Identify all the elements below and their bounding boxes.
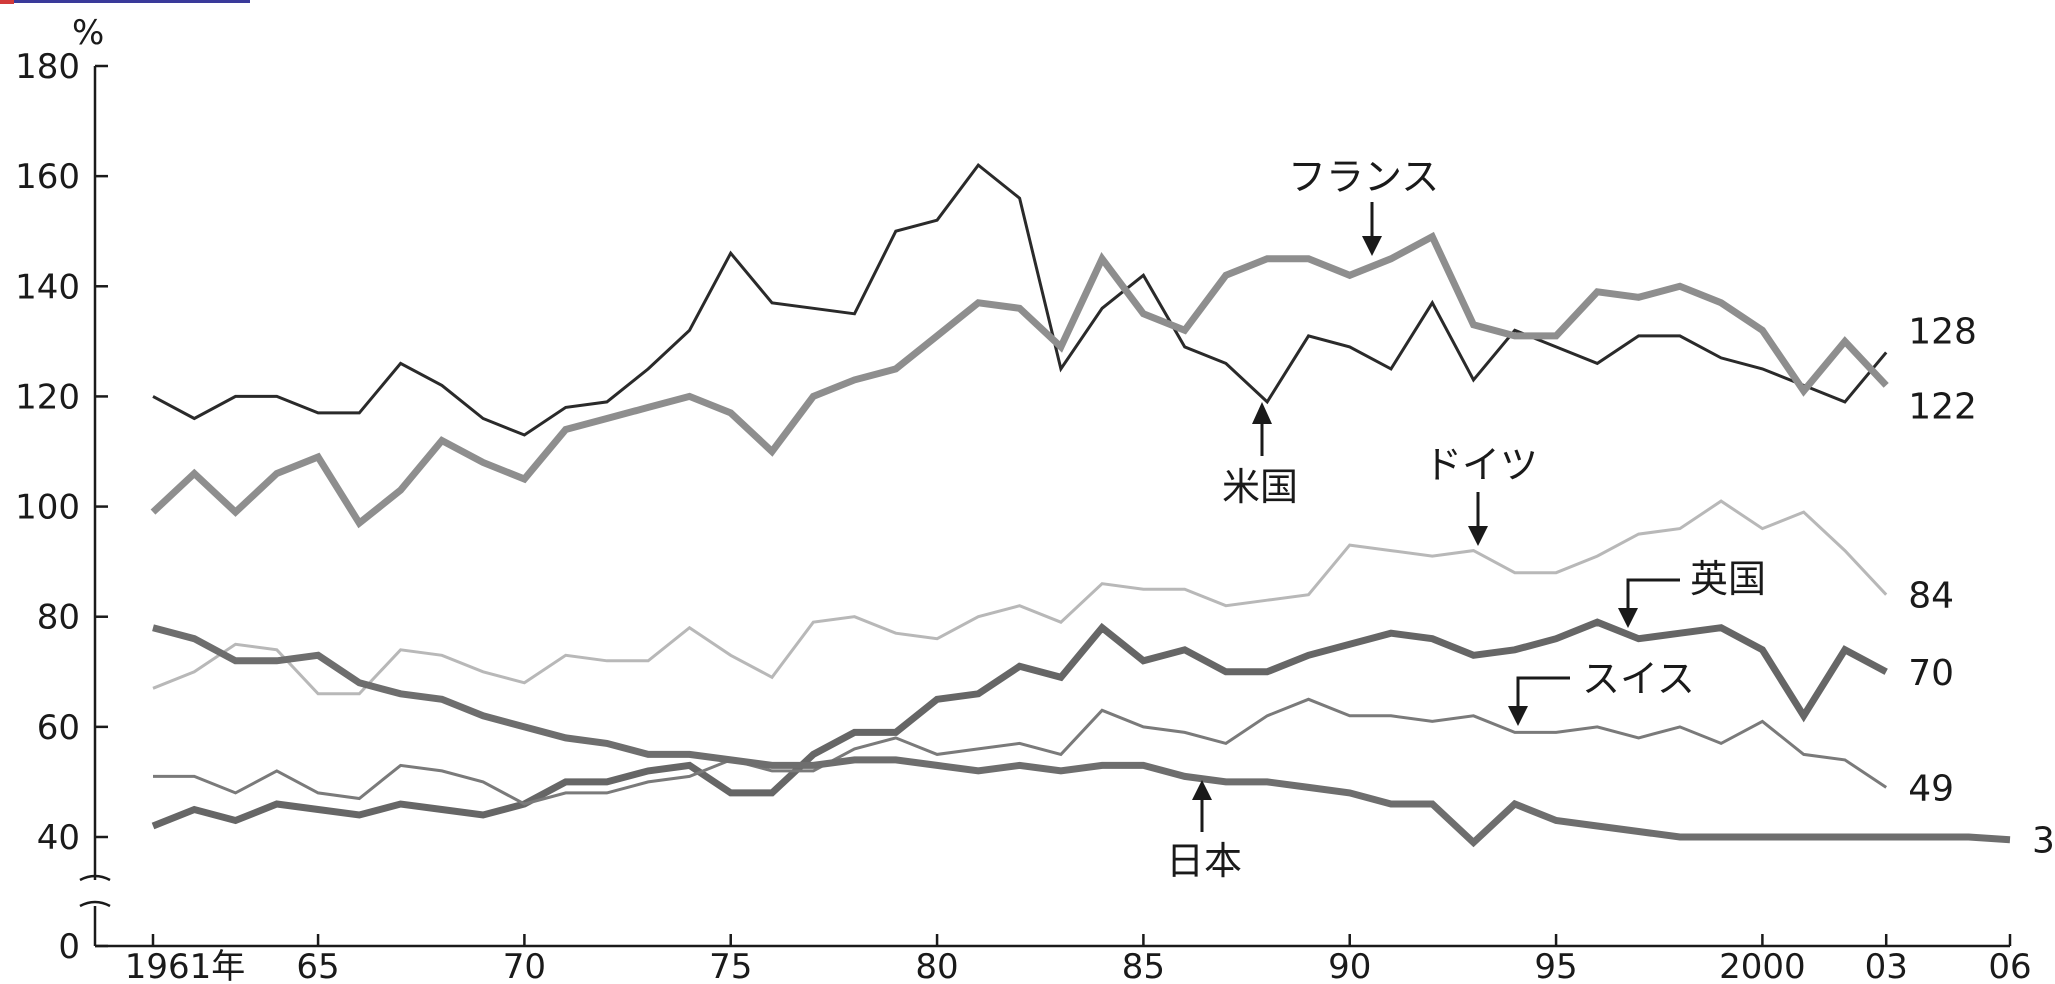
x-tick-label: 95 [1534, 947, 1577, 984]
y-tick-label: 120 [15, 377, 80, 417]
x-tick-label: 70 [503, 947, 546, 984]
series-end-label: 49 [1908, 768, 1954, 809]
arrowhead-switzerland [1508, 706, 1528, 726]
y-tick-label: 60 [37, 708, 80, 748]
series-line-2 [152, 499, 1888, 696]
annotation-usa: 米国 [1222, 465, 1298, 509]
x-tick-label: 06 [1988, 947, 2031, 984]
series-line-1 [150, 231, 1889, 529]
arrowhead-germany [1468, 526, 1488, 546]
x-tick-label: 65 [296, 947, 339, 984]
series-end-label: 128 [1908, 311, 1977, 352]
series-end-label: 39 [2032, 821, 2055, 862]
annotation-uk: 英国 [1690, 557, 1766, 601]
series-end-label: 122 [1908, 386, 1977, 427]
series-line-5 [152, 624, 2011, 848]
y-axis-break-mark [79, 874, 111, 908]
arrowhead-uk [1618, 608, 1638, 628]
y-ticks: 0 40 60 80 100 120 140 160 180 [15, 47, 108, 967]
series-end-labels: 128 122 84 70 49 39 [1908, 311, 2055, 861]
annotation-switzerland: スイス [1582, 657, 1695, 701]
arrowhead-france [1362, 236, 1382, 256]
series-line-0 [152, 162, 1888, 437]
x-tick-label: 75 [709, 947, 752, 984]
x-tick-label: 1961年 [125, 947, 246, 984]
y-tick-label: 80 [37, 598, 80, 638]
series-line-3 [151, 618, 1888, 830]
y-tick-label: 180 [15, 47, 80, 87]
x-tick-label: 2000 [1719, 947, 1806, 984]
x-ticks: 1961年 65 70 75 80 85 90 95 2000 03 06 [125, 934, 2032, 984]
series-end-label: 70 [1908, 653, 1954, 694]
arrow-uk [1626, 578, 1680, 612]
annotation-france: フランス [1288, 155, 1439, 199]
arrowhead-usa [1252, 402, 1272, 424]
y-tick-label: 160 [15, 157, 80, 197]
x-tick-label: 80 [915, 947, 958, 984]
x-tick-label: 90 [1328, 947, 1371, 984]
y-unit-label: % [72, 13, 104, 53]
corner-artifact [0, 0, 250, 3]
arrowhead-japan [1192, 780, 1212, 800]
annotation-japan: 日本 [1166, 839, 1242, 883]
corner-artifact-2 [0, 0, 14, 4]
y-tick-label: 100 [15, 488, 80, 528]
y-tick-label: 140 [15, 267, 80, 307]
annotation-germany: ドイツ [1424, 443, 1538, 487]
x-tick-label: 03 [1865, 947, 1908, 984]
arrow-switzerland [1516, 676, 1570, 710]
series-lines [150, 162, 2011, 848]
x-tick-label: 85 [1122, 947, 1165, 984]
y-tick-label: 40 [37, 818, 80, 858]
series-end-label: 84 [1908, 576, 1954, 617]
series-annotations: フランス 米国 ドイツ 英国 スイス 日本 [1166, 155, 1766, 883]
y-tick-label: 0 [58, 927, 80, 967]
axes [79, 66, 2010, 948]
series-line-4 [153, 697, 1888, 806]
